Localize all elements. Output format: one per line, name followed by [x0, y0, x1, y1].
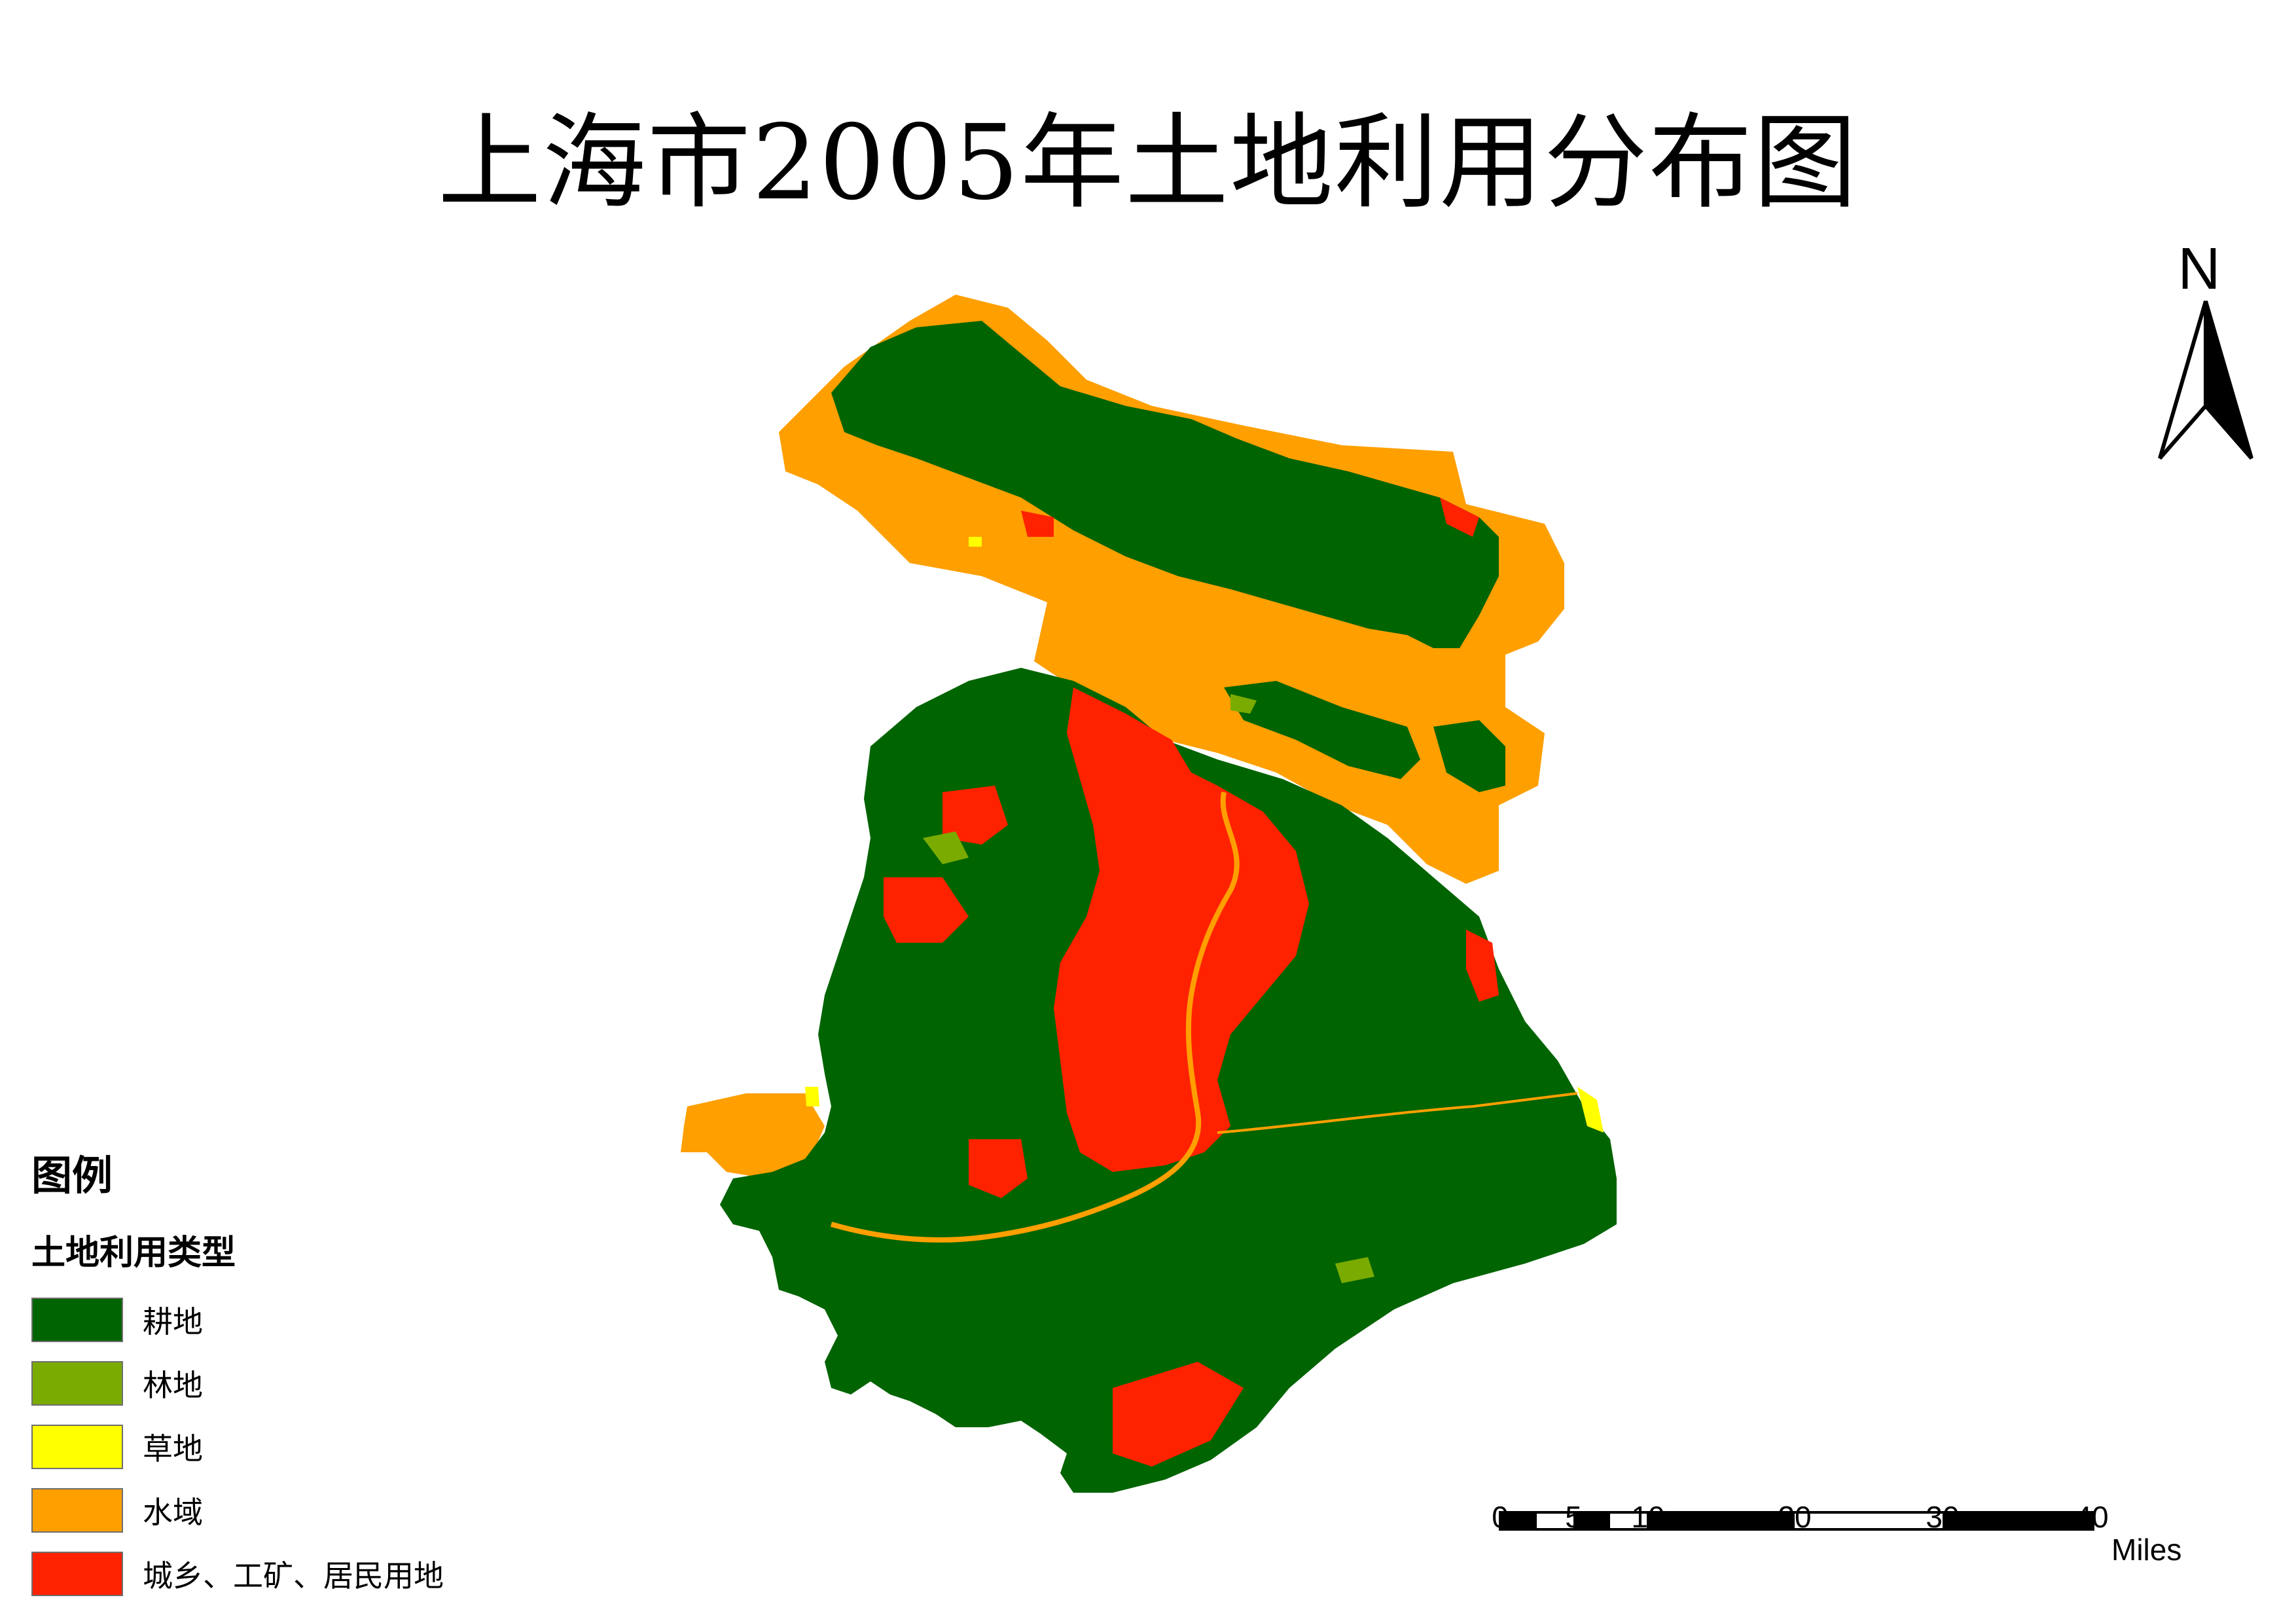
urban-south	[1113, 1362, 1244, 1467]
scale-tick-20: 20	[1778, 1500, 1812, 1534]
canal-east-west	[1217, 1092, 1578, 1134]
page-title: 上海市2005年土地利用分布图	[437, 103, 1859, 223]
legend-item-cropland: 耕地	[31, 1296, 444, 1343]
scale-tick-40: 40	[2075, 1500, 2109, 1534]
urban-southwest	[969, 1139, 1028, 1198]
legend-swatch-forest	[31, 1361, 123, 1406]
legend-item-grassland: 草地	[31, 1423, 444, 1470]
hengsha-island	[1433, 720, 1505, 792]
grass-patch-2	[969, 537, 982, 547]
scale-bar	[1499, 1511, 2094, 1531]
legend-item-water: 水域	[31, 1487, 444, 1534]
legend-item-urban: 城乡、工矿、居民用地	[31, 1550, 444, 1597]
legend-swatch-grassland	[31, 1425, 123, 1469]
scale-unit: Miles	[2111, 1533, 2182, 1567]
north-label: N	[2178, 236, 2221, 302]
urban-core	[1054, 687, 1309, 1172]
legend-label-forest: 林地	[143, 1368, 203, 1403]
forest-patch-1	[923, 831, 969, 864]
chongming-island	[831, 321, 1499, 648]
urban-north	[942, 786, 1008, 845]
legend-swatch-water	[31, 1488, 123, 1533]
urban-chongming-east	[1440, 498, 1479, 537]
legend-swatch-urban	[31, 1552, 123, 1596]
urban-east-coast	[1466, 930, 1499, 1002]
forest-patch-2	[1230, 694, 1257, 714]
urban-chongming-west	[1021, 511, 1054, 537]
legend-label-grassland: 草地	[143, 1431, 203, 1467]
scale-tick-0: 0	[1492, 1500, 1509, 1534]
legend-subtitle: 土地利用类型	[31, 1233, 236, 1273]
water-west-lake	[681, 1093, 825, 1178]
scale-tick-10: 10	[1631, 1500, 1665, 1534]
legend-label-water: 水域	[143, 1495, 203, 1530]
changxing-island	[1224, 681, 1420, 779]
legend-title: 图例	[31, 1152, 113, 1199]
legend-label-cropland: 耕地	[143, 1304, 203, 1340]
legend: 图例 土地利用类型 耕地 林地 草地 水域 城乡、工矿、居民用地	[31, 1142, 444, 1614]
legend-item-forest: 林地	[31, 1360, 444, 1407]
scale-tick-5: 5	[1565, 1500, 1582, 1534]
urban-west	[884, 877, 969, 943]
grass-patch-1	[1577, 1087, 1604, 1133]
legend-label-urban: 城乡、工矿、居民用地	[143, 1558, 444, 1594]
huangpu-river	[830, 792, 1240, 1243]
grass-patch-3	[805, 1087, 819, 1106]
forest-patch-3	[1335, 1257, 1374, 1283]
scale-tick-30: 30	[1926, 1500, 1960, 1534]
north-arrow-icon	[2158, 301, 2253, 460]
legend-swatch-cropland	[31, 1298, 123, 1342]
